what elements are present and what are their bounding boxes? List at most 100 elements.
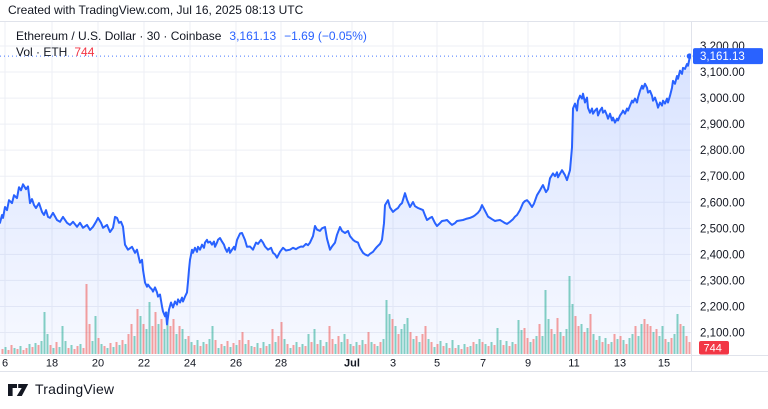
volume-bar [10, 345, 13, 354]
volume-bar [358, 345, 361, 354]
date-tick-label: 11 [568, 358, 579, 370]
volume-bar [76, 346, 79, 354]
volume-bar [124, 344, 127, 354]
volume-bar [469, 346, 472, 354]
volume-bar [646, 324, 649, 354]
volume-bar [598, 336, 601, 354]
date-tick-label: 9 [525, 358, 531, 370]
volume-bar [235, 345, 238, 354]
volume-bar [316, 344, 319, 354]
volume-bar [238, 340, 241, 354]
volume-bar [664, 339, 667, 354]
volume-bar [79, 344, 82, 354]
volume-bar [511, 342, 514, 354]
volume-bar [577, 326, 580, 354]
price-tick-label: 2,400.00 [700, 249, 745, 261]
price-tick-label: 3,100.00 [700, 67, 745, 79]
volume-bar [601, 342, 604, 354]
volume-bar [673, 334, 676, 354]
volume-bar [631, 334, 634, 354]
volume-bar [175, 334, 178, 354]
volume-bar [580, 324, 583, 354]
volume-bar [331, 339, 334, 354]
volume-bar [475, 344, 478, 354]
date-tick-label: 3 [390, 358, 396, 370]
volume-bar [487, 346, 490, 354]
volume-bar [676, 314, 679, 354]
volume-bar [211, 326, 214, 354]
volume-bar [304, 346, 307, 354]
volume-bar [91, 341, 94, 354]
volume-bar [529, 342, 532, 354]
volume-bar [619, 336, 622, 354]
volume-bar [199, 346, 202, 354]
volume-bar [82, 348, 85, 354]
volume-bar [583, 332, 586, 354]
volume-bar [658, 336, 661, 354]
volume-bar [553, 334, 556, 354]
volume-bar [448, 348, 451, 354]
volume-bar [637, 336, 640, 354]
date-tick-label: Jul [344, 358, 360, 370]
volume-bar [472, 342, 475, 354]
date-tick-label: 6 [2, 358, 8, 370]
price-tick-label: 2,200.00 [700, 301, 745, 313]
price-tick-label: 2,700.00 [700, 171, 745, 183]
date-tick-label: 24 [184, 358, 196, 370]
area-fill [0, 56, 690, 354]
volume-bar [520, 330, 523, 354]
volume-badge-label: 744 [704, 343, 722, 355]
last-price-badge [693, 48, 763, 65]
volume-bar [208, 339, 211, 354]
tradingview-link[interactable]: TradingView [8, 380, 114, 398]
volume-bar [376, 346, 379, 354]
volume-bar [370, 342, 373, 354]
volume-bar [85, 284, 88, 354]
volume-bar [667, 342, 670, 354]
volume-bar [622, 340, 625, 354]
volume-bar [424, 326, 427, 354]
volume-bar [418, 342, 421, 354]
volume-bar [160, 319, 163, 354]
volume-bar [307, 334, 310, 354]
date-tick-label: 7 [480, 358, 486, 370]
volume-bar [325, 342, 328, 354]
volume-bar [202, 342, 205, 354]
volume-bar [538, 324, 541, 354]
volume-bar [142, 324, 145, 354]
volume-bar [70, 345, 73, 354]
volume-bar [220, 344, 223, 354]
volume-bar [127, 334, 130, 354]
volume-bar [556, 318, 559, 354]
volume-bar [481, 342, 484, 354]
volume-bar [109, 343, 112, 354]
volume-bar [373, 344, 376, 354]
volume-bar [310, 342, 313, 354]
volume-bar [115, 342, 118, 354]
volume-bar [34, 343, 37, 354]
volume-bar [460, 349, 463, 354]
volume-bar [517, 320, 520, 354]
volume-bar [244, 344, 247, 354]
volume-bar [442, 346, 445, 354]
volume-bar [406, 318, 409, 354]
volume-bar [1, 349, 4, 354]
price-tick-label: 2,300.00 [700, 275, 745, 287]
volume-bar [523, 328, 526, 354]
volume-bar [445, 343, 448, 354]
volume-bar [229, 347, 232, 354]
volume-bar [388, 314, 391, 354]
volume-bar [565, 329, 568, 354]
volume-bar [670, 338, 673, 354]
legend-volume-row: Vol · ETH 744 [16, 44, 367, 60]
last-price-value: 3,161.13 [229, 29, 277, 43]
volume-bar [400, 329, 403, 354]
volume-bar [412, 339, 415, 354]
volume-bar [628, 338, 631, 354]
volume-bar [322, 346, 325, 354]
volume-bar [463, 344, 466, 354]
volume-bar [298, 347, 301, 354]
volume-bar [226, 341, 229, 354]
date-tick-label: 18 [46, 358, 58, 370]
